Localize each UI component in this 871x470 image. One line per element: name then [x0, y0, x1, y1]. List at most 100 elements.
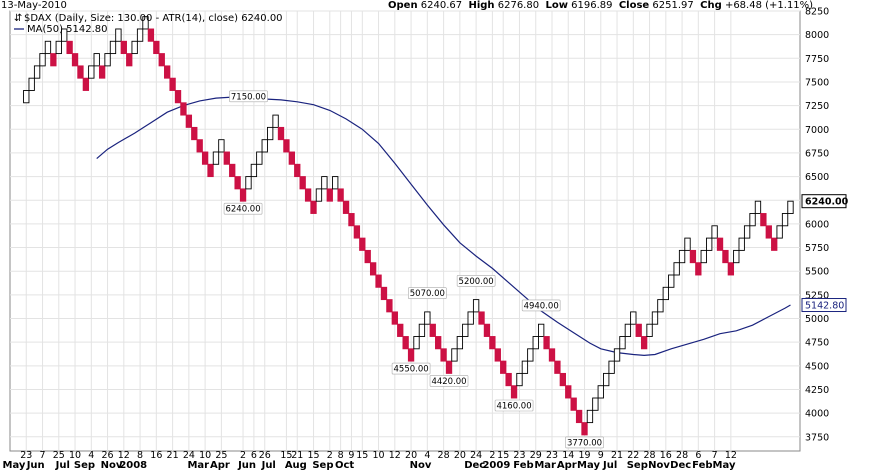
brick-up: [613, 348, 621, 362]
brick-down: [554, 360, 561, 374]
brick-down: [391, 311, 398, 325]
x-month-label: May: [3, 460, 26, 470]
brick-up: [662, 286, 669, 301]
legend-symbol-icon: ⇵: [14, 13, 22, 24]
brick-down: [364, 249, 371, 264]
low-label: Low: [545, 0, 568, 11]
brick-up: [624, 323, 632, 337]
x-tick-label: 15: [497, 450, 509, 461]
x-tick-label: 10: [373, 450, 385, 461]
low-value: 6196.89: [571, 0, 613, 11]
high-value: 6276.80: [497, 0, 540, 11]
x-tick-label: 6: [251, 450, 257, 461]
y-tick-label: 5500: [805, 267, 829, 278]
brick-up: [245, 176, 252, 190]
annotation-box: [521, 299, 561, 312]
x-tick-label: 26: [259, 450, 271, 461]
brick-up: [684, 237, 691, 251]
annotation-box: [565, 436, 604, 449]
y-tick-label: 7750: [805, 54, 829, 65]
annotation-label: 4160.00: [496, 402, 531, 412]
brick-up: [711, 225, 718, 239]
brick-down: [435, 336, 442, 350]
brick-down: [765, 225, 772, 239]
plot-area: [9, 10, 801, 452]
x-tick-label: 15: [356, 450, 368, 461]
x-tick-label: 16: [660, 450, 672, 461]
ma-value-label: 5142.80: [805, 301, 844, 312]
brick-down: [510, 385, 518, 399]
x-tick-label: 25: [53, 450, 65, 461]
brick-up: [651, 311, 659, 325]
x-month-label: Dec: [670, 460, 691, 470]
x-month-label: 2009: [482, 460, 510, 470]
brick-down: [483, 323, 491, 337]
y-tick-label: 6000: [805, 219, 829, 230]
x-tick-label: 28: [676, 450, 688, 461]
brick-down: [727, 262, 735, 276]
brick-down: [98, 65, 106, 79]
y-tick-label: 8250: [805, 7, 829, 18]
brick-up: [55, 40, 62, 55]
brick-down: [369, 262, 377, 276]
brick-down: [239, 188, 247, 202]
y-tick-label: 4000: [805, 409, 829, 420]
brick-up: [462, 323, 469, 337]
y-tick-label: 6500: [805, 172, 829, 183]
brick-up: [136, 28, 144, 42]
x-month-label: 2008: [119, 460, 147, 470]
x-month-label: Mar: [187, 460, 209, 470]
x-month-label: Jul: [55, 460, 70, 470]
annotations-layer: 7150.00 6240.00 5070.00 4550.00 5200.00 4420.…: [223, 90, 604, 449]
x-tick-label: 23: [513, 450, 525, 461]
brick-down: [77, 65, 84, 79]
x-month-label: Jun: [237, 460, 256, 470]
brick-up: [115, 28, 122, 42]
brick-up: [212, 151, 220, 165]
brick-down: [635, 323, 642, 337]
brick-down: [153, 40, 160, 55]
x-tick-label: 10: [69, 450, 81, 461]
x-month-label: Feb: [513, 460, 533, 470]
legend: ⇵ $DAX (Daily, Size: 130.00 - ATR(14), c…: [14, 13, 283, 35]
chg-label: Chg: [700, 0, 722, 11]
brick-up: [516, 372, 523, 387]
brick-down: [342, 200, 350, 214]
y-tick-label: 4750: [805, 338, 829, 349]
y-tick-label: 5000: [805, 314, 829, 325]
y-tick-label: 4250: [805, 385, 829, 396]
brick-up: [787, 200, 794, 214]
ma50-line: [96, 96, 791, 357]
x-tick-label: 15: [307, 450, 319, 461]
brick-down: [771, 237, 778, 251]
brick-up: [321, 176, 328, 190]
brick-down: [565, 385, 572, 399]
x-month-label: Apr: [210, 460, 230, 470]
brick-down: [180, 102, 187, 116]
x-tick-label: 2: [489, 450, 495, 461]
x-month-label: Dec: [464, 460, 485, 470]
brick-down: [489, 336, 496, 350]
brick-up: [619, 336, 626, 350]
x-tick-label: 21: [167, 450, 179, 461]
x-tick-label: 28: [644, 450, 656, 461]
brick-up: [743, 225, 751, 239]
x-tick-label: 26: [102, 450, 114, 461]
last-value-box: [801, 194, 847, 209]
brick-up: [109, 40, 117, 55]
brick-down: [559, 372, 567, 387]
x-month-label: Jul: [602, 460, 617, 470]
x-tick-label: 6: [695, 450, 701, 461]
brick-up: [521, 360, 529, 374]
brick-down: [375, 274, 382, 288]
annotation-label: 4420.00: [431, 377, 466, 387]
brick-down: [158, 53, 165, 67]
brick-down: [543, 336, 550, 350]
x-month-label: Sep: [312, 460, 333, 470]
brick-up: [93, 53, 100, 67]
x-tick-label: 23: [546, 450, 558, 461]
chart-date: 13-May-2010: [1, 0, 67, 11]
x-month-label: May: [577, 460, 600, 470]
brick-down: [402, 336, 409, 350]
